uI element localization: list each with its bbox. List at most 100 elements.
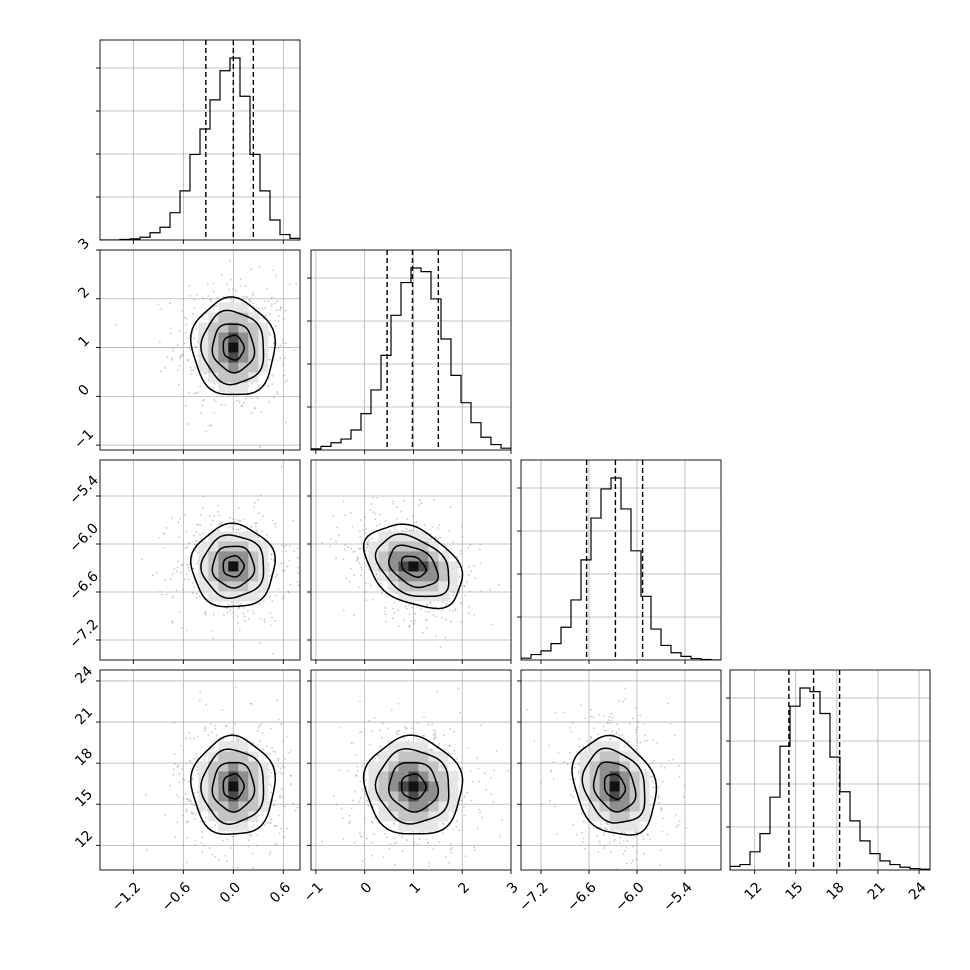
scatter-point <box>444 636 447 639</box>
density-cell <box>208 801 219 812</box>
scatter-point <box>552 760 555 763</box>
scatter-point <box>271 519 274 522</box>
scatter-point <box>432 734 435 737</box>
scatter-point <box>272 750 275 753</box>
panel-border <box>310 249 512 451</box>
scatter-point <box>267 400 270 403</box>
scatter-point <box>396 729 399 732</box>
scatter-point <box>146 849 148 851</box>
density-cell <box>428 801 439 812</box>
scatter-point <box>302 357 304 359</box>
scatter-point <box>277 588 280 591</box>
scatter-point <box>188 798 191 801</box>
scatter-point <box>290 749 293 752</box>
scatter-point <box>631 859 634 862</box>
scatter-point <box>643 723 646 726</box>
scatter-point <box>289 583 292 586</box>
scatter-point <box>235 686 237 689</box>
scatter-point <box>240 404 243 407</box>
scatter-point <box>164 814 167 816</box>
density-cell <box>238 372 249 383</box>
scatter-point <box>393 837 396 840</box>
scatter-point <box>596 835 598 838</box>
contour-line <box>189 522 276 608</box>
density-cell <box>228 352 239 363</box>
scatter-point <box>609 850 612 853</box>
scatter-point <box>201 831 204 833</box>
scatter-point <box>159 590 161 593</box>
scatter-point <box>193 543 196 546</box>
scatter-point <box>449 842 452 845</box>
scatter-point <box>238 401 241 404</box>
scatter-point <box>228 260 231 262</box>
density-cell <box>248 312 259 323</box>
scatter-point <box>672 758 674 761</box>
scatter-point <box>384 607 386 609</box>
scatter-point <box>563 711 566 714</box>
scatter-point <box>190 802 193 805</box>
density-cell <box>599 811 610 822</box>
scatter-point <box>192 567 195 570</box>
scatter-point <box>661 830 664 833</box>
density-cell <box>619 771 630 782</box>
scatter-point <box>283 357 286 360</box>
density-cell <box>228 372 239 383</box>
scatter-point <box>303 590 305 592</box>
scatter-point <box>401 833 403 836</box>
scatter-panel-0-2 <box>96 459 301 664</box>
scatter-point <box>669 722 672 725</box>
scatter-point <box>468 590 471 593</box>
scatter-point <box>430 749 433 752</box>
scatter-point <box>350 547 353 550</box>
scatter-point <box>176 821 179 824</box>
scatter-point <box>375 573 378 576</box>
scatter-point <box>578 738 581 741</box>
scatter-point <box>574 778 577 781</box>
scatter-point <box>452 610 455 613</box>
density-cell <box>238 382 249 393</box>
scatter-point <box>283 374 286 377</box>
scatter-point <box>235 518 237 521</box>
scatter-point <box>602 725 605 728</box>
scatter-point <box>249 525 252 527</box>
density-cell <box>398 781 409 792</box>
scatter-point <box>189 373 192 375</box>
scatter-point <box>481 816 483 819</box>
scatter-point <box>357 800 360 803</box>
scatter-point <box>202 398 205 401</box>
density-cell <box>398 561 409 572</box>
scatter-point <box>187 359 190 361</box>
scatter-point <box>204 726 207 728</box>
scatter-point <box>288 283 291 286</box>
scatter-point <box>378 523 381 526</box>
scatter-point <box>355 559 358 562</box>
scatter-point <box>199 690 202 693</box>
density-cell <box>248 781 259 792</box>
scatter-point <box>635 858 638 861</box>
density-cell <box>438 751 449 762</box>
scatter-point <box>235 739 238 741</box>
scatter-point <box>204 611 207 613</box>
scatter-point <box>141 558 144 561</box>
scatter-point <box>196 354 199 357</box>
scatter-point <box>194 818 196 821</box>
density-cell <box>238 531 249 542</box>
scatter-point <box>329 545 332 548</box>
scatter-point <box>255 522 258 524</box>
scatter-point <box>605 730 607 732</box>
panel-border <box>99 459 301 661</box>
scatter-point <box>225 725 228 727</box>
scatter-point <box>235 399 238 402</box>
density-cell <box>428 571 439 582</box>
scatter-point <box>354 774 357 777</box>
scatter-point <box>429 601 432 604</box>
density-cell <box>238 771 249 782</box>
scatter-point <box>646 833 649 836</box>
scatter-point <box>205 703 208 706</box>
density-cell <box>228 332 239 343</box>
scatter-point <box>267 801 270 804</box>
scatter-point <box>182 589 184 591</box>
density-cell <box>368 791 379 802</box>
scatter-point <box>408 613 411 616</box>
density-cell <box>589 741 600 752</box>
